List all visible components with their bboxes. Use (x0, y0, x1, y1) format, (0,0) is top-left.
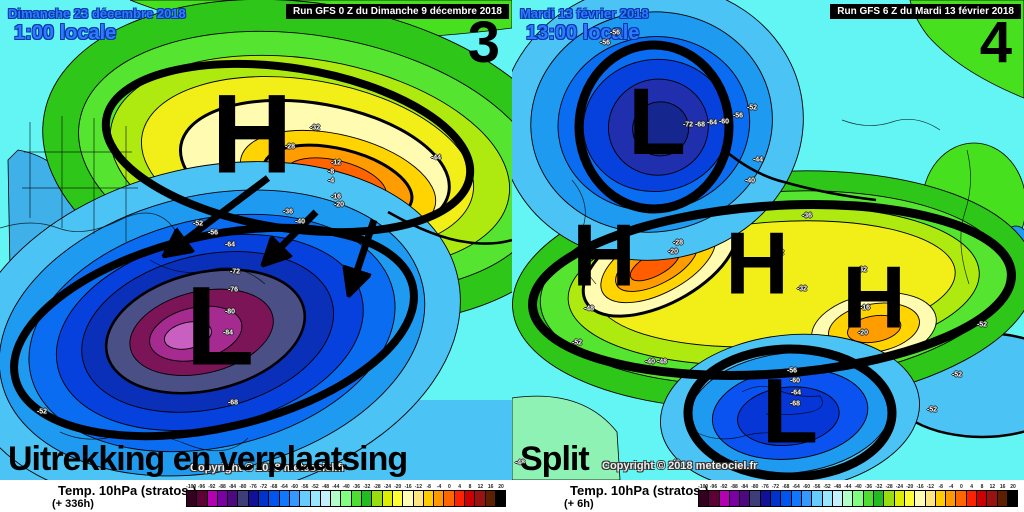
annotations (528, 40, 1016, 482)
caption-text: Split (520, 440, 590, 478)
panel-3: -32 -28 -12 -8 -4 -16 -20 -44 -36 -40 -52 -56 -64 -72… (0, 0, 512, 512)
arrow-left (172, 175, 271, 250)
copyright-text: Copyright © 2018 meteociel.fr (190, 462, 346, 474)
legend-strip: Temp. 10hPa (stratos.) (+ 6h) -100 -96 -92… (512, 480, 1024, 512)
cold-lobe-bottom (660, 333, 920, 493)
polar-vortex-blobs (0, 161, 461, 505)
annotations (10, 59, 475, 441)
date-label: Mardi 13 février 2018 (520, 6, 649, 21)
legend-strip: Temp. 10hPa (stratos.) (+ 336h) -100 -96-… (0, 480, 512, 512)
annotation-ellipse-low-bottom (683, 344, 897, 482)
annotation-circle-low-top (574, 40, 734, 214)
mint-area-bottomleft (512, 395, 621, 481)
model-run-label: Run GFS 0 Z du Dimanche 9 décembre 2018 (286, 4, 509, 19)
legend-title: Temp. 10hPa (stratos.) (570, 483, 709, 498)
model-run-label: Run GFS 6 Z du Mardi 13 février 2018 (830, 4, 1021, 19)
arrow-middle (270, 209, 319, 258)
temperature-map-3 (0, 0, 512, 505)
time-label: 1:00 locale (14, 22, 117, 44)
panel-4: -56 -56 -72 -68 -64 -60 -56 -52 -44 -40 -36 -28 -20-… (512, 0, 1024, 512)
legend-forecast-step: (+ 6h) (564, 498, 594, 510)
copyright-text: Copyright © 2018 meteociel.fr (602, 460, 758, 472)
warm-core-right (811, 292, 937, 364)
date-label: Dimanche 23 décembre 2018 (8, 6, 186, 21)
arrow-right (352, 218, 378, 286)
coastlines (571, 119, 971, 441)
caption-text: Uitrekking en verplaatsing (8, 440, 408, 478)
panel-number: 4 (979, 10, 1012, 75)
thick-contour (721, 147, 877, 202)
legend-title: Temp. 10hPa (stratos.) (58, 483, 197, 498)
panel-number: 3 (467, 10, 500, 75)
temperature-map-4 (512, 0, 1024, 512)
legend-forecast-step: (+ 336h) (52, 498, 94, 510)
annotation-ellipse-high-band (528, 200, 1016, 380)
temperature-colorbar: -100 -96 -92 -88 -84 -80 -76 -72 -68 -64 -60 -56 -52… (698, 481, 1018, 507)
temperature-colorbar: -100 -96 -92 -88 -84 -80 -76 -72 -68 -64 -60 -56 -52… (186, 481, 506, 507)
time-label: 13:00 locale (526, 22, 640, 44)
